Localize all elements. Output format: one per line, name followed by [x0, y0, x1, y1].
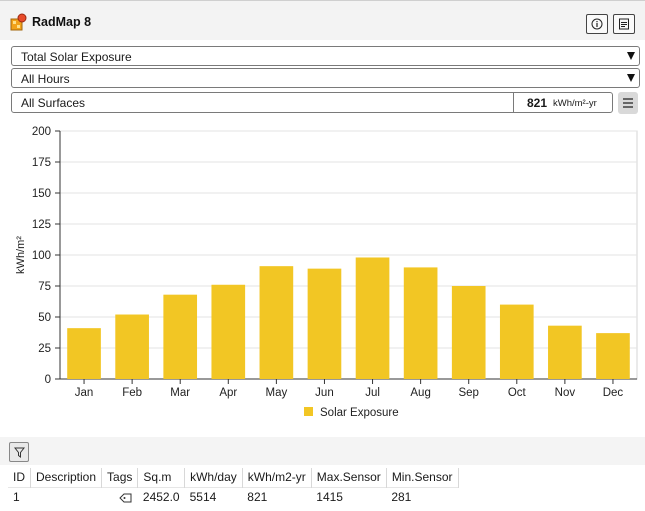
surfaces-field[interactable]: All Surfaces: [11, 92, 514, 113]
bar-feb: [115, 314, 149, 379]
column-header[interactable]: kWh/day: [184, 468, 243, 487]
filter-button[interactable]: [9, 442, 29, 462]
total-exposure-readout: 821 kWh/m²-yr: [513, 92, 613, 113]
bar-aug: [403, 267, 438, 379]
bar-jun: [307, 268, 342, 379]
bar-jul: [355, 257, 390, 379]
x-tick-label: Oct: [508, 387, 527, 399]
column-header[interactable]: Min.Sensor: [386, 468, 459, 487]
y-tick-label: 0: [45, 374, 51, 386]
bar-sep: [451, 286, 486, 379]
x-tick-label: Dec: [603, 387, 624, 399]
bar-mar: [163, 294, 198, 379]
y-tick-label: 25: [38, 343, 51, 355]
cell-sqm: 2452.0: [137, 486, 185, 506]
y-tick-label: 100: [32, 250, 51, 262]
y-axis-label: kWh/m²: [15, 236, 27, 274]
y-tick-label: 175: [32, 157, 51, 169]
x-tick-label: Feb: [122, 387, 142, 399]
info-button[interactable]: [586, 14, 608, 34]
surfaces-table: ID Description Tags Sq.m kWh/day kWh/m2-…: [8, 468, 459, 506]
bar-may: [259, 266, 294, 379]
table-row[interactable]: 1 2452.0 5514 821 1415 281: [8, 486, 459, 506]
y-tick-label: 125: [32, 219, 51, 231]
cell-kwh-m2-yr: 821: [242, 486, 312, 506]
total-exposure-unit: kWh/m²-yr: [553, 98, 597, 109]
metric-select-value: Total Solar Exposure: [21, 50, 132, 64]
title-bar: RadMap 8: [0, 0, 645, 40]
column-header[interactable]: kWh/m2-yr: [242, 468, 312, 487]
cell-min-sensor: 281: [386, 486, 459, 506]
info-icon: [591, 18, 603, 30]
column-header[interactable]: Tags: [101, 468, 139, 487]
column-header[interactable]: ID: [8, 468, 31, 487]
legend-label: Solar Exposure: [320, 407, 399, 419]
cell-kwh-day: 5514: [184, 486, 243, 506]
x-tick-label: Sep: [458, 387, 478, 399]
x-tick-label: Apr: [219, 387, 237, 399]
column-header[interactable]: Sq.m: [137, 468, 186, 487]
app-logo-icon: [10, 13, 27, 31]
bar-nov: [548, 325, 582, 379]
hamburger-icon: [623, 98, 633, 100]
total-exposure-value: 821: [527, 96, 548, 110]
table-header-row: ID Description Tags Sq.m kWh/day kWh/m2-…: [8, 468, 459, 487]
export-report-icon: [619, 18, 629, 30]
bar-dec: [596, 333, 630, 379]
solar-exposure-chart: 0 25 50 75 100 125 150 175 200 Jan Feb Mar Apr May Jun…: [15, 126, 638, 419]
bar-apr: [211, 284, 246, 379]
x-tick-label: Aug: [410, 387, 430, 399]
x-tick-label: Jan: [75, 387, 94, 399]
y-tick-label: 150: [32, 188, 51, 200]
filter-icon: [13, 447, 25, 458]
cell-id: 1: [8, 486, 31, 506]
column-header[interactable]: Max.Sensor: [311, 468, 387, 487]
bar-oct: [499, 304, 534, 379]
cell-tags[interactable]: [101, 486, 138, 506]
cell-description: [30, 486, 102, 506]
app-title: RadMap 8: [32, 15, 92, 29]
hours-select[interactable]: All Hours: [11, 68, 640, 88]
table-toolbar: [0, 437, 645, 465]
x-tick-label: Jun: [315, 387, 334, 399]
tag-icon: [119, 493, 132, 503]
y-tick-label: 75: [38, 281, 51, 293]
chevron-down-icon: [627, 74, 635, 82]
metric-select[interactable]: Total Solar Exposure: [11, 46, 640, 66]
bar-jan: [67, 328, 101, 379]
menu-button[interactable]: [618, 92, 638, 114]
y-tick-label: 200: [32, 126, 51, 138]
surfaces-field-value: All Surfaces: [21, 96, 86, 110]
column-header[interactable]: Description: [30, 468, 103, 487]
hours-select-value: All Hours: [21, 72, 70, 86]
x-tick-label: May: [266, 387, 288, 399]
y-tick-label: 50: [38, 312, 51, 324]
x-tick-label: Jul: [365, 387, 380, 399]
legend-swatch: [304, 407, 313, 416]
export-report-button[interactable]: [613, 14, 635, 34]
cell-max-sensor: 1415: [311, 486, 387, 506]
x-tick-label: Mar: [170, 387, 190, 399]
chevron-down-icon: [627, 52, 635, 60]
x-tick-label: Nov: [555, 387, 576, 399]
